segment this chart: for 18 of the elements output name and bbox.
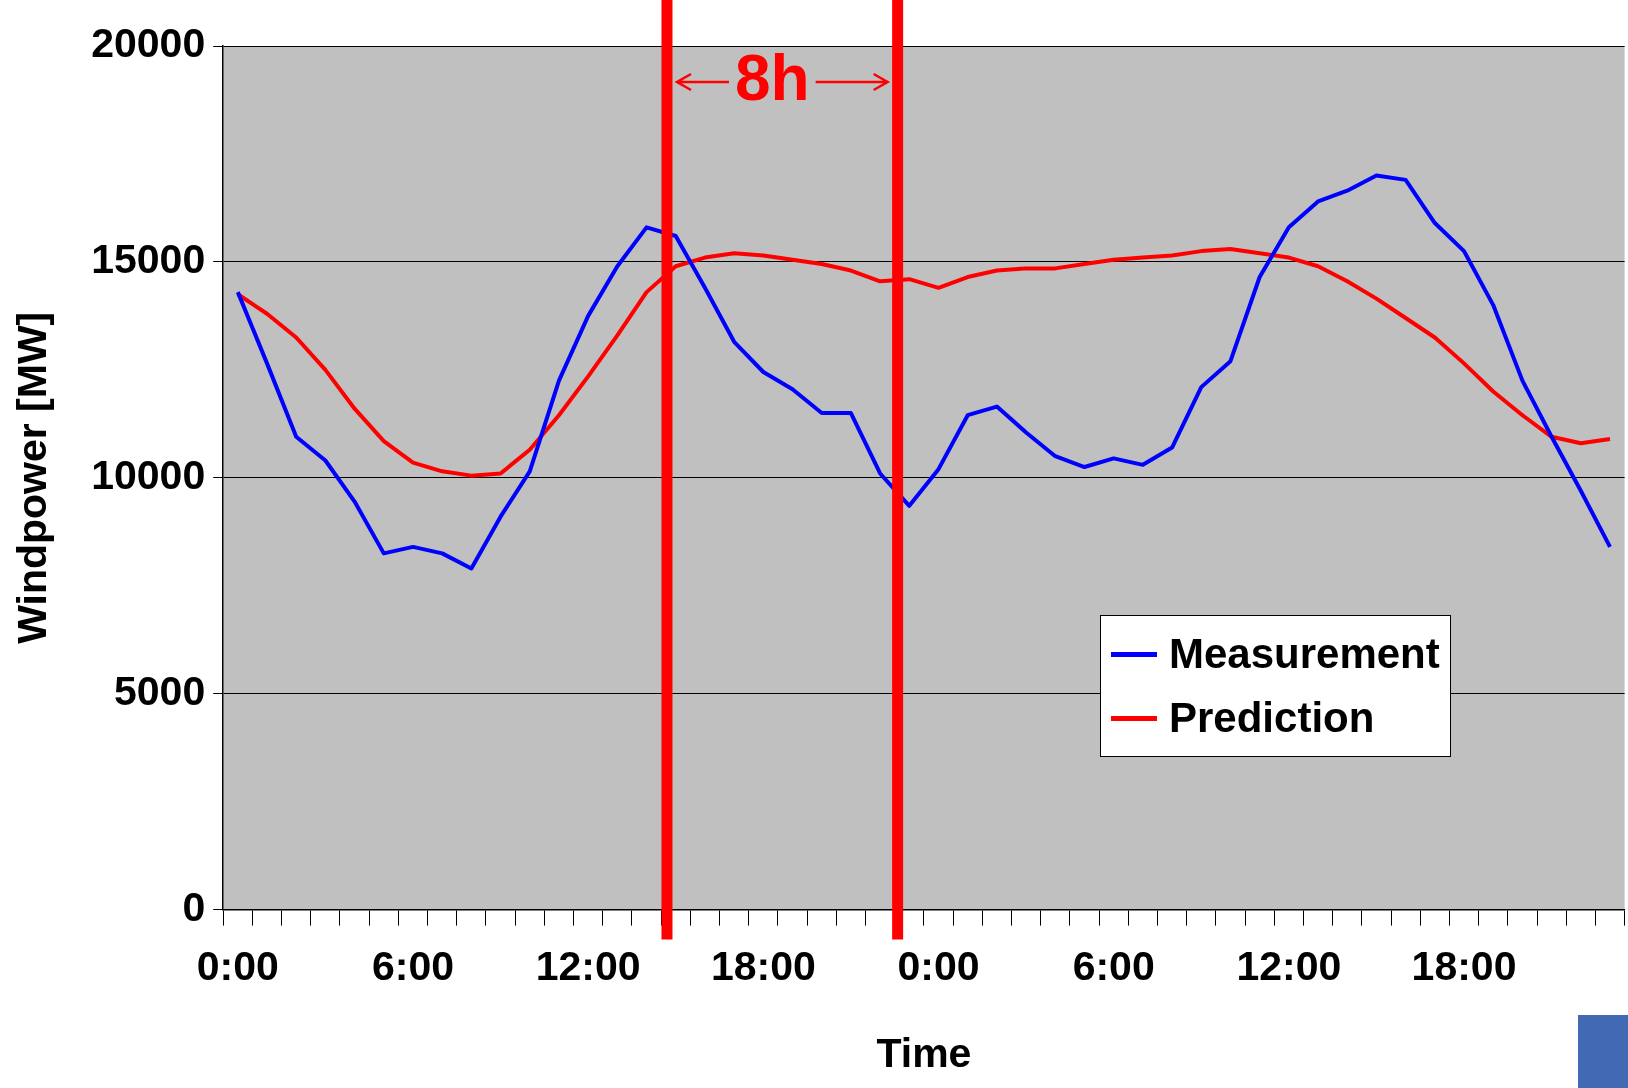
x-tick-label: 18:00 (1411, 942, 1517, 989)
y-tick-label: 5000 (113, 668, 206, 715)
y-tick-label: 20000 (91, 20, 206, 67)
x-tick-label: 6:00 (371, 942, 455, 989)
x-tick-label: 0:00 (897, 942, 980, 989)
y-axis-title: Windpower [MW] (8, 311, 55, 644)
x-tick-label: 0:00 (196, 942, 279, 989)
legend-label: Measurement (1169, 629, 1440, 679)
legend-label: Prediction (1169, 693, 1375, 743)
x-tick-label: 12:00 (535, 942, 641, 989)
y-tick-label: 15000 (91, 236, 206, 283)
annotation: 8h (734, 41, 810, 114)
x-tick-label: 6:00 (1072, 942, 1155, 989)
x-tick-label: 18:00 (710, 942, 816, 989)
x-axis-title: Time (876, 1029, 972, 1076)
y-tick-label: 0 (182, 883, 206, 930)
x-tick-label: 12:00 (1236, 942, 1342, 989)
y-tick-label: 10000 (91, 452, 206, 499)
